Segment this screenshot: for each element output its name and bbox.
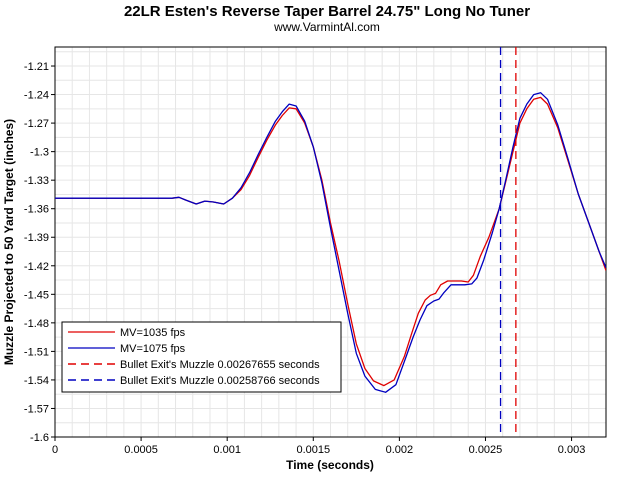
x-tick-label: 0.0005 bbox=[124, 444, 158, 456]
series-group bbox=[55, 92, 606, 393]
y-tick-label: -1.24 bbox=[24, 90, 49, 102]
y-tick-label: -1.27 bbox=[24, 118, 49, 130]
x-tick-label: 0.003 bbox=[558, 444, 586, 456]
legend-label-exit-blue: Bullet Exit's Muzzle 0.00258766 seconds bbox=[120, 375, 320, 387]
y-tick-label: -1.6 bbox=[30, 432, 49, 444]
vlines-group bbox=[499, 47, 517, 437]
y-tick-label: -1.51 bbox=[24, 346, 49, 358]
x-axis-label: Time (seconds) bbox=[286, 458, 374, 472]
y-tick-label: -1.54 bbox=[24, 375, 49, 387]
y-tick-label: -1.42 bbox=[24, 261, 49, 273]
x-tick-label: 0.002 bbox=[386, 444, 414, 456]
y-axis-label: Muzzle Projected to 50 Yard Target (inch… bbox=[2, 119, 16, 365]
y-axis-ticks: -1.21 -1.24 -1.27 -1.3 -1.33 -1.36 -1.39 -1.42 -… bbox=[24, 61, 55, 444]
chart-title: 22LR Esten's Reverse Taper Barrel 24.75"… bbox=[124, 3, 530, 20]
legend-label-mv1035: MV=1035 fps bbox=[120, 327, 186, 339]
x-axis-ticks: 0 0.0005 0.001 0.0015 0.002 0.0025 0.003 bbox=[52, 437, 585, 456]
x-tick-label: 0.0025 bbox=[469, 444, 503, 456]
y-tick-label: -1.3 bbox=[30, 147, 49, 159]
y-tick-label: -1.57 bbox=[24, 403, 49, 415]
y-tick-label: -1.33 bbox=[24, 175, 49, 187]
legend-label-mv1075: MV=1075 fps bbox=[120, 343, 186, 355]
x-tick-label: 0 bbox=[52, 444, 58, 456]
y-tick-label: -1.48 bbox=[24, 318, 49, 330]
legend: MV=1035 fps MV=1075 fps Bullet Exit's Mu… bbox=[61, 321, 342, 393]
series-line-1 bbox=[55, 92, 606, 393]
x-tick-label: 0.0015 bbox=[296, 444, 330, 456]
y-tick-label: -1.36 bbox=[24, 204, 49, 216]
chart-subtitle: www.VarmintAl.com bbox=[273, 20, 380, 34]
plot-frame bbox=[54, 46, 607, 438]
y-tick-label: -1.21 bbox=[24, 61, 49, 73]
y-tick-label: -1.45 bbox=[24, 289, 49, 301]
legend-label-exit-red: Bullet Exit's Muzzle 0.00267655 seconds bbox=[120, 359, 320, 371]
x-tick-label: 0.001 bbox=[213, 444, 241, 456]
y-tick-label: -1.39 bbox=[24, 232, 49, 244]
